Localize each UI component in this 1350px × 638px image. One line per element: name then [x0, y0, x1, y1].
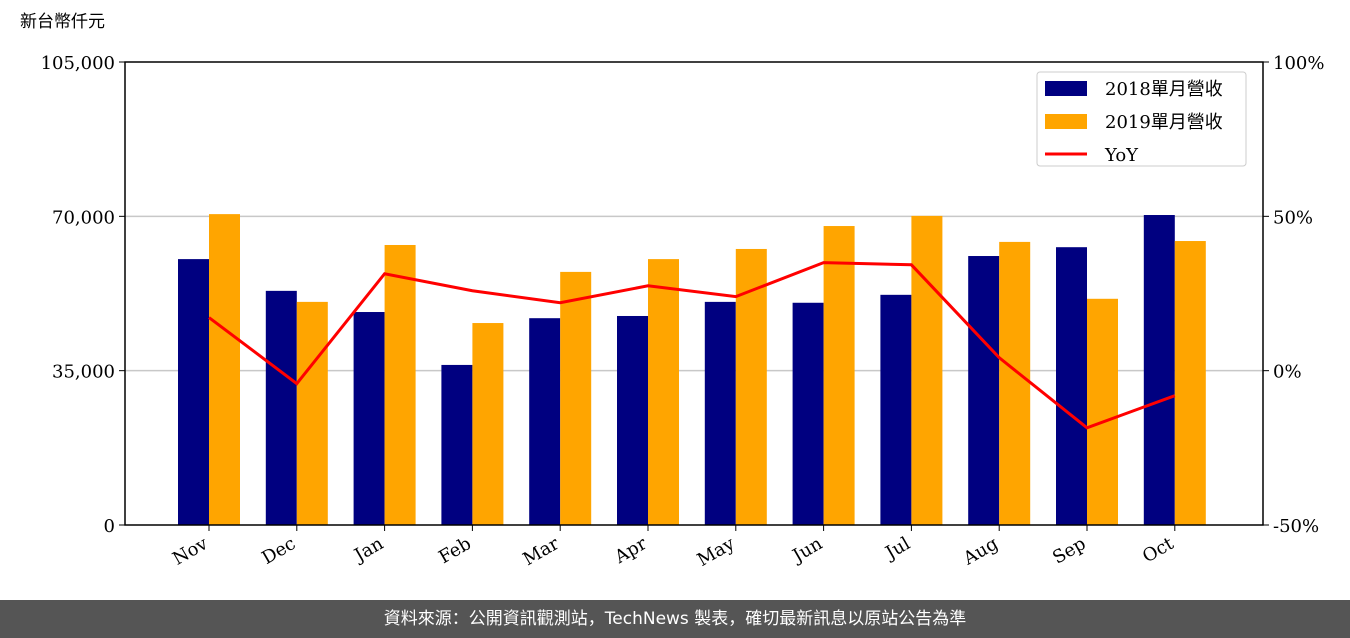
bar: [1087, 298, 1118, 525]
bar: [704, 301, 736, 525]
x-tick-label: Dec: [258, 533, 299, 569]
legend-label: YoY: [1104, 145, 1139, 166]
y2-tick-label: 50%: [1273, 207, 1313, 228]
bar: [353, 312, 385, 525]
bar: [999, 241, 1031, 525]
x-tick-label: Feb: [435, 533, 475, 568]
footer: 資料來源：公開資訊觀測站，TechNews 製表，確切最新訊息以原站公告為準: [0, 600, 1350, 638]
bar: [1143, 215, 1175, 525]
bar: [880, 294, 912, 525]
y-tick-label: 0: [104, 516, 115, 537]
legend-swatch: [1045, 114, 1087, 129]
bar: [617, 315, 648, 525]
x-tick-label: Nov: [169, 533, 212, 570]
x-tick-label: Sep: [1049, 533, 1089, 568]
bar: [823, 226, 855, 525]
legend-label: 2019單月營收: [1105, 112, 1223, 133]
x-tick-label: Apr: [610, 533, 650, 568]
bar: [441, 364, 473, 525]
legend-label: 2018單月營收: [1105, 79, 1223, 100]
bar: [472, 323, 504, 525]
chart: 新台幣仟元 0 35,000 70,000 105,000 -50% 0% 50% 100% N…: [20, 12, 1324, 571]
x-tick-label: Mar: [519, 533, 563, 570]
bar: [178, 259, 209, 525]
bar: [560, 271, 592, 525]
y2-tick-label: 100%: [1273, 53, 1324, 74]
plot-frame: [124, 61, 1264, 526]
bar: [265, 290, 297, 525]
x-tick-label: May: [694, 533, 739, 571]
bar: [792, 302, 824, 525]
legend-swatch: [1045, 81, 1087, 96]
bar: [529, 318, 561, 525]
bar: [648, 259, 679, 525]
legend-box: [1036, 71, 1247, 167]
y-tick-label: 70,000: [52, 207, 115, 228]
x-tick-label: Jul: [880, 533, 914, 565]
y-axis-label: 新台幣仟元: [20, 12, 105, 32]
y2-tick-label: -50%: [1273, 516, 1319, 537]
bar: [1174, 241, 1206, 525]
line: [208, 261, 1176, 430]
bar: [911, 215, 943, 525]
x-tick-label: Jan: [349, 533, 387, 567]
bar: [968, 256, 1000, 525]
y-tick-label: 35,000: [52, 362, 115, 383]
x-tick-label: Oct: [1139, 533, 1178, 568]
bar: [296, 301, 328, 525]
x-tick-label: Aug: [959, 533, 1002, 570]
bar: [209, 214, 240, 525]
x-tick-label: Jun: [788, 533, 827, 568]
bar: [1056, 247, 1087, 525]
bar: [384, 244, 416, 525]
y-tick-label: 105,000: [41, 53, 115, 74]
y2-tick-label: 0%: [1273, 362, 1302, 383]
